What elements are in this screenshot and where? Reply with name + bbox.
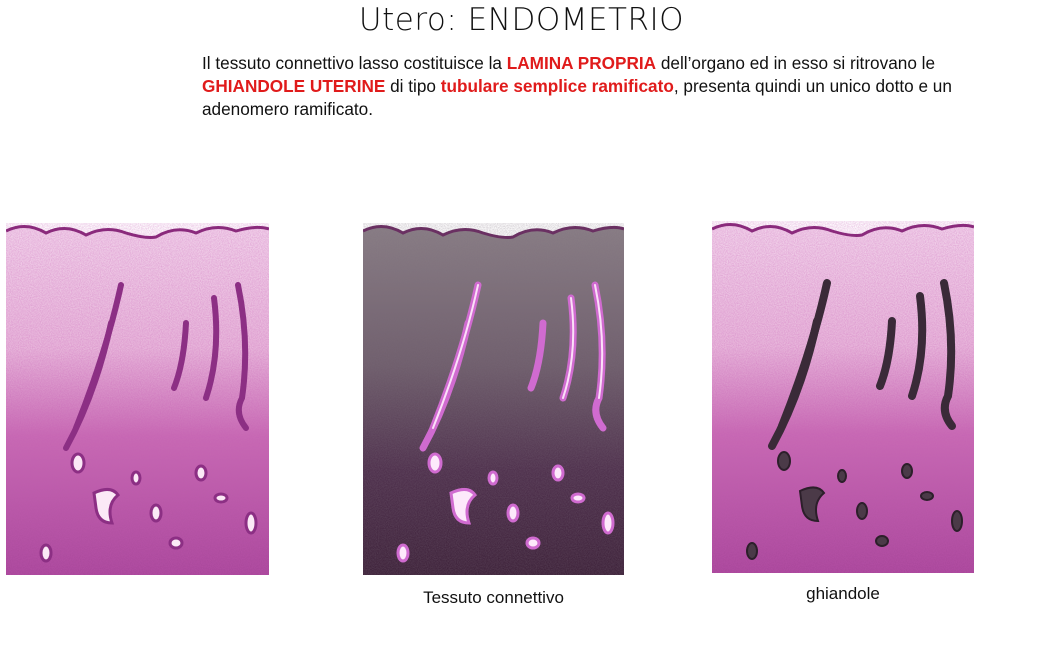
text-part-4: , presenta quindi un unico dotto e un ad…	[202, 76, 952, 119]
text-part-1: Il tessuto connettivo lasso costituisce …	[202, 53, 507, 73]
highlight-ghiandole-uterine: GHIANDOLE UTERINE	[202, 76, 386, 96]
histology-image-glands	[712, 221, 974, 573]
caption-connective-tissue: Tessuto connettivo	[423, 588, 564, 607]
highlight-tubulare: tubulare semplice ramificato	[440, 76, 674, 96]
slide-title: Utero: ENDOMETRIO	[358, 2, 685, 38]
histology-image-original	[6, 223, 269, 575]
histology-image-connective-tissue	[363, 223, 624, 575]
caption-glands: ghiandole	[806, 584, 880, 603]
description-paragraph: Il tessuto connettivo lasso costituisce …	[202, 52, 982, 121]
text-part-3: di tipo	[385, 76, 441, 96]
highlight-lamina-propria: LAMINA PROPRIA	[506, 53, 657, 73]
text-part-2: dell’organo ed in esso si ritrovano le	[656, 53, 936, 73]
